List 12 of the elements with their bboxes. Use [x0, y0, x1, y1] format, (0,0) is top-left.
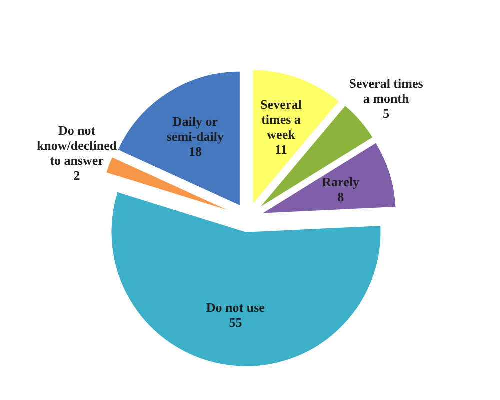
slice-label: Do not know/declined to answer [36, 122, 118, 168]
data-label: 5 [383, 106, 390, 121]
data-label: 11 [275, 142, 288, 157]
slice-label: Several times a month [349, 76, 424, 106]
data-label: 8 [338, 189, 345, 204]
slice-label: Rarely [322, 174, 360, 190]
data-label: 2 [74, 168, 80, 183]
data-label: 55 [229, 314, 243, 330]
slice-label: Daily or semi-daily [166, 114, 224, 144]
slice-label: Several times a week [260, 96, 302, 142]
slice-label: Do not use [206, 299, 266, 314]
data-label: 18 [188, 144, 202, 159]
